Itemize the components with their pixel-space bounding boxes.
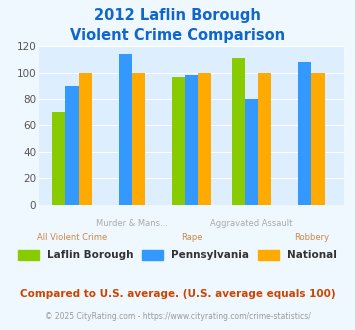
Bar <box>311 73 324 205</box>
Text: Robbery: Robbery <box>294 233 329 242</box>
Bar <box>65 86 78 205</box>
Legend: Laflin Borough, Pennsylvania, National: Laflin Borough, Pennsylvania, National <box>18 249 337 260</box>
Text: 2012 Laflin Borough: 2012 Laflin Borough <box>94 8 261 23</box>
Bar <box>52 112 65 205</box>
Bar <box>185 75 198 205</box>
Text: All Violent Crime: All Violent Crime <box>37 233 107 242</box>
Bar <box>78 73 92 205</box>
Bar <box>172 77 185 205</box>
Bar <box>198 73 212 205</box>
Bar <box>119 54 132 205</box>
Bar <box>132 73 145 205</box>
Text: Rape: Rape <box>181 233 202 242</box>
Text: © 2025 CityRating.com - https://www.cityrating.com/crime-statistics/: © 2025 CityRating.com - https://www.city… <box>45 312 310 321</box>
Text: Murder & Mans...: Murder & Mans... <box>96 219 168 228</box>
Text: Violent Crime Comparison: Violent Crime Comparison <box>70 28 285 43</box>
Bar <box>258 73 271 205</box>
Bar <box>245 99 258 205</box>
Text: Compared to U.S. average. (U.S. average equals 100): Compared to U.S. average. (U.S. average … <box>20 289 335 299</box>
Text: Aggravated Assault: Aggravated Assault <box>211 219 293 228</box>
Bar <box>232 58 245 205</box>
Bar <box>298 62 311 205</box>
